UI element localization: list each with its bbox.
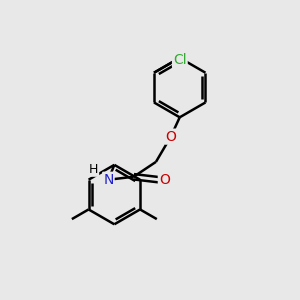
Text: H: H: [89, 163, 98, 176]
Text: N: N: [103, 173, 114, 187]
Text: O: O: [159, 173, 170, 187]
Text: O: O: [165, 130, 176, 144]
Text: Cl: Cl: [173, 53, 187, 67]
